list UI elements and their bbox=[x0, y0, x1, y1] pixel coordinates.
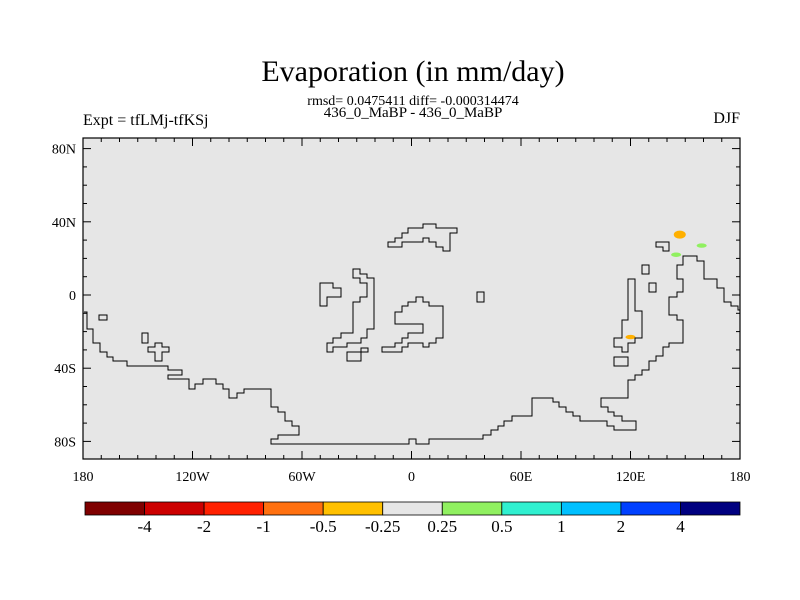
colorbar-box bbox=[144, 501, 205, 516]
colorbar-label: 0.5 bbox=[491, 517, 512, 536]
x-tick-label: 120E bbox=[616, 470, 646, 485]
coastline bbox=[141, 332, 149, 344]
x-tick-label: 180 bbox=[730, 470, 751, 485]
chart-title: Evaporation (in mm/day) bbox=[261, 55, 565, 88]
anomaly-patch bbox=[673, 230, 686, 239]
coastline bbox=[655, 241, 670, 252]
coastline bbox=[326, 268, 375, 353]
period-subtitle: 436_0_MaBP - 436_0_MaBP bbox=[323, 105, 503, 121]
colorbar-box bbox=[501, 501, 562, 516]
colorbar-box bbox=[560, 501, 622, 516]
colorbar-label: -4 bbox=[137, 517, 152, 536]
map-background bbox=[83, 138, 740, 459]
experiment-label: Expt = tfLMj-tfKSj bbox=[83, 112, 209, 129]
coastline bbox=[476, 291, 485, 303]
y-tick-label: 80S bbox=[54, 435, 76, 450]
x-tick-label: 120W bbox=[175, 470, 210, 485]
colorbar-box bbox=[322, 501, 384, 516]
coastline bbox=[613, 278, 643, 353]
coastline bbox=[346, 347, 369, 362]
coastline bbox=[319, 282, 342, 307]
stats-subtitle: rmsd= 0.0475411 diff= -0.000314474 bbox=[307, 94, 519, 109]
anomaly-patch bbox=[696, 243, 707, 248]
colorbar-label: -1 bbox=[257, 517, 271, 536]
season-label: DJF bbox=[713, 110, 740, 127]
x-tick-label: 0 bbox=[408, 470, 415, 485]
anomaly-patch bbox=[671, 252, 682, 257]
y-tick-label: 0 bbox=[69, 289, 76, 304]
x-tick-label: 180 bbox=[73, 470, 94, 485]
anomaly-patch bbox=[625, 334, 636, 340]
coastline bbox=[613, 356, 629, 367]
coastline bbox=[147, 342, 170, 362]
y-tick-label: 40S bbox=[54, 362, 76, 377]
colorbar-label: -0.25 bbox=[365, 517, 400, 536]
colorbar-label: 1 bbox=[557, 517, 566, 536]
coastline bbox=[641, 264, 650, 275]
coastline bbox=[381, 296, 444, 353]
colorbar-label: 4 bbox=[676, 517, 685, 536]
colorbar-box bbox=[620, 501, 681, 516]
colorbar-label: 2 bbox=[617, 517, 626, 536]
y-tick-label: 40N bbox=[52, 216, 76, 231]
colorbar-label: -2 bbox=[197, 517, 211, 536]
colorbar-box bbox=[263, 501, 324, 516]
colorbar-box bbox=[203, 501, 265, 516]
x-tick-label: 60E bbox=[510, 470, 533, 485]
coastline bbox=[387, 223, 458, 252]
colorbar-box bbox=[84, 501, 145, 516]
x-tick-label: 60W bbox=[288, 470, 316, 485]
colorbar-label: -0.5 bbox=[310, 517, 337, 536]
y-tick-label: 80N bbox=[52, 143, 76, 158]
coastline bbox=[98, 314, 108, 321]
coastline bbox=[648, 282, 657, 293]
colorbar-box bbox=[441, 501, 503, 516]
colorbar-label: 0.25 bbox=[427, 517, 457, 536]
colorbar-box bbox=[680, 501, 741, 516]
coastline bbox=[84, 255, 740, 445]
colorbar-box bbox=[382, 501, 443, 516]
